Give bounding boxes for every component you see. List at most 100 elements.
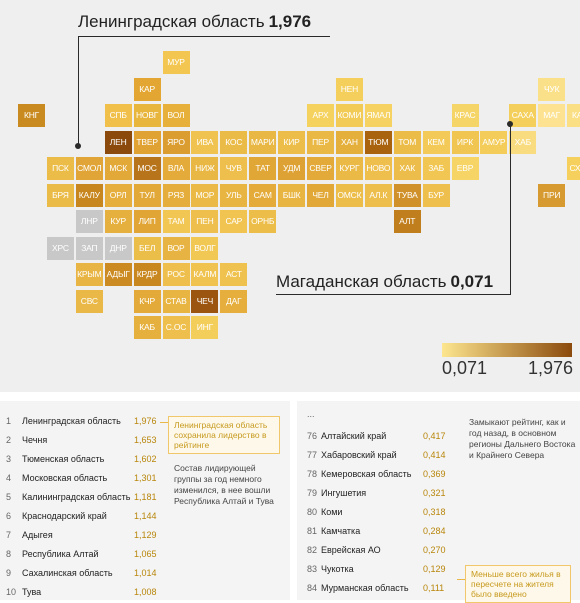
top_list-rank: 5 bbox=[6, 492, 12, 502]
bottom_list-region-value: 0,369 bbox=[423, 469, 446, 479]
bottom_list-row: 82 Еврейская АО 0,270 bbox=[307, 541, 467, 560]
top_list-rank: 2 bbox=[6, 435, 12, 445]
tile-заб: ЗАБ bbox=[422, 157, 450, 180]
bottom_list-region-value: 0,417 bbox=[423, 431, 446, 441]
top_list-region-value: 1,653 bbox=[134, 435, 157, 445]
tile-амур: АМУР bbox=[480, 130, 508, 154]
bottom-note: Замыкают рейтинг, как и год назад, в осн… bbox=[469, 417, 576, 460]
legend-max-label: 1,976 bbox=[528, 358, 574, 378]
bottom-ranking-panel: ... 76 Алтайский край 0,417 77 Хабаровский к… bbox=[297, 401, 580, 603]
bottom_list-rank: 76 bbox=[307, 431, 318, 441]
tile-кам: КАМ bbox=[567, 104, 580, 127]
top_list-row: 8 Республика Алтай 1,065 bbox=[6, 545, 166, 564]
tile-арх: АРХ bbox=[307, 104, 334, 127]
top_list-rank: 3 bbox=[6, 454, 12, 464]
tile-ново: НОВО bbox=[364, 157, 392, 180]
tile-каб: КАБ bbox=[133, 316, 161, 339]
bottom_list-rank: 83 bbox=[307, 564, 318, 574]
bottom_list-region-name: Хабаровский край bbox=[321, 450, 397, 460]
tile-бел: БЕЛ bbox=[133, 236, 161, 260]
tile-саха: САХА bbox=[509, 104, 537, 127]
bottom_list-rank: 82 bbox=[307, 545, 318, 555]
callout-min-value: 0,071 bbox=[450, 272, 494, 291]
bottom_list-rank: 79 bbox=[307, 488, 318, 498]
tile-волг: ВОЛГ bbox=[191, 236, 219, 260]
tile-мос: МОС bbox=[133, 157, 161, 180]
tile-хан: ХАН bbox=[335, 130, 363, 154]
tile-сос: С.ОС bbox=[162, 316, 190, 339]
tile-маг: МАГ bbox=[538, 104, 566, 127]
legend-gradient bbox=[442, 343, 572, 357]
top_list-row: 6 Краснодарский край 1,144 bbox=[6, 507, 166, 526]
bottom_list-rank: 78 bbox=[307, 469, 318, 479]
bottom-ellipsis: ... bbox=[307, 409, 315, 419]
tile-удм: УДМ bbox=[278, 157, 306, 180]
tile-схлн: СХЛН bbox=[567, 157, 580, 180]
top_list-row: 2 Чечня 1,653 bbox=[6, 431, 166, 450]
bottom_list-region-value: 0,129 bbox=[423, 564, 446, 574]
bottom_list-region-name: Коми bbox=[321, 507, 343, 517]
bottom_list-row: 79 Ингушетия 0,321 bbox=[307, 484, 467, 503]
bottom_list-region-value: 0,111 bbox=[423, 583, 445, 593]
tile-ниж: НИЖ bbox=[191, 157, 219, 180]
bottom_list-region-name: Чукотка bbox=[321, 564, 354, 574]
top_list-rank: 6 bbox=[6, 511, 12, 521]
bottom_list-region-name: Ингушетия bbox=[321, 488, 367, 498]
tile-инг: ИНГ bbox=[191, 316, 219, 339]
tile-тул: ТУЛ bbox=[133, 183, 161, 207]
bottom_list-row: 77 Хабаровский край 0,414 bbox=[307, 446, 467, 465]
callout-min-dot bbox=[507, 121, 513, 127]
tile-чеч: ЧЕЧ bbox=[191, 289, 219, 313]
bottom_list-region-name: Еврейская АО bbox=[321, 545, 381, 555]
top_list-row: 10 Тува 1,008 bbox=[6, 583, 166, 602]
callout-max-line-v bbox=[78, 36, 79, 147]
callout-min-line-h bbox=[276, 294, 511, 295]
bottom_list-row: 80 Коми 0,318 bbox=[307, 503, 467, 522]
tile-крдр: КРДР bbox=[133, 263, 161, 286]
top_list-region-name: Тюменская область bbox=[22, 454, 105, 464]
tile-орл: ОРЛ bbox=[104, 183, 132, 207]
tile-ива: ИВА bbox=[191, 130, 219, 154]
top-note-box: Ленинградская область сохранила лидерств… bbox=[168, 416, 280, 454]
tile-том: ТОМ bbox=[393, 130, 421, 154]
top_list-region-value: 1,301 bbox=[134, 473, 157, 483]
bottom-note-connector bbox=[457, 579, 465, 580]
tile-днр: ДНР bbox=[104, 236, 132, 260]
tile-калм: КАЛМ bbox=[191, 263, 219, 286]
tile-зап: ЗАП bbox=[75, 236, 103, 260]
bottom_list-rank: 80 bbox=[307, 507, 318, 517]
bottom_list-region-name: Алтайский край bbox=[321, 431, 387, 441]
bottom_list-region-value: 0,284 bbox=[423, 526, 446, 536]
top_list-region-name: Краснодарский край bbox=[22, 511, 107, 521]
top_list-region-name: Сахалинская область bbox=[22, 568, 113, 578]
top_list-row: 9 Сахалинская область 1,014 bbox=[6, 564, 166, 583]
top_list-region-name: Чечня bbox=[22, 435, 48, 445]
bottom_list-region-name: Камчатка bbox=[321, 526, 361, 536]
tile-хаб: ХАБ bbox=[509, 130, 537, 154]
callout-max-name: Ленинградская область bbox=[78, 12, 265, 31]
top_list-region-name: Тува bbox=[22, 587, 42, 597]
bottom_list-region-name: Кемеровская область bbox=[321, 469, 412, 479]
top_list-row: 7 Адыгея 1,129 bbox=[6, 526, 166, 545]
tile-яро: ЯРО bbox=[162, 130, 190, 154]
tile-лен: ЛЕН bbox=[104, 130, 132, 154]
bottom_list-row: 83 Чукотка 0,129 bbox=[307, 560, 467, 579]
top_list-region-value: 1,065 bbox=[134, 549, 157, 559]
top_list-rank: 8 bbox=[6, 549, 12, 559]
tile-свс: СВС bbox=[75, 289, 103, 313]
tile-уль: УЛЬ bbox=[220, 183, 248, 207]
top_list-region-name: Ленинградская область bbox=[22, 416, 121, 426]
tile-тат: ТАТ bbox=[249, 157, 277, 180]
top-note: Состав лидирующей группы за год немного … bbox=[174, 463, 274, 506]
bottom_list-row: 84 Мурманская область 0,111 bbox=[307, 579, 467, 598]
tile-вол: ВОЛ bbox=[162, 104, 190, 127]
top_list-region-value: 1,014 bbox=[134, 568, 157, 578]
tile-мур: МУР bbox=[162, 51, 190, 74]
tile-адыг: АДЫГ bbox=[104, 263, 132, 286]
tile-вла: ВЛА bbox=[162, 157, 190, 180]
top_list-region-value: 1,976 bbox=[134, 416, 157, 426]
tile-крым: КРЫМ bbox=[75, 263, 103, 286]
tile-евр: ЕВР bbox=[451, 157, 479, 180]
tile-омск: ОМСК bbox=[335, 183, 363, 207]
tile-пер: ПЕР bbox=[307, 130, 334, 154]
